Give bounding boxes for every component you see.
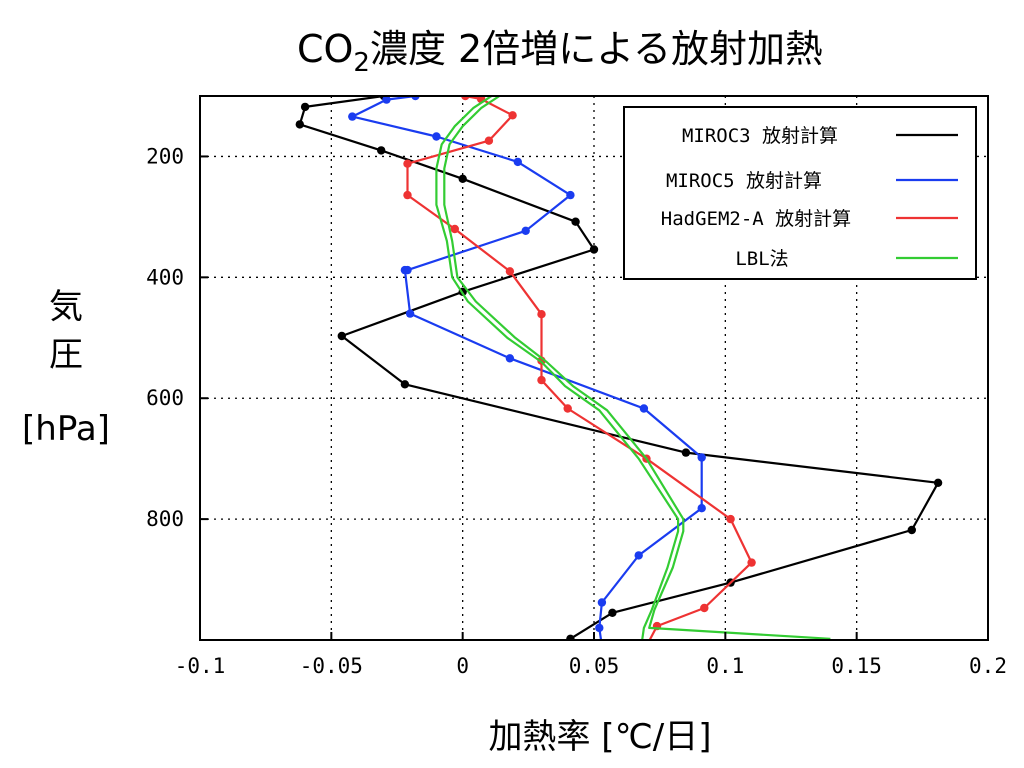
series-0-point-5 [681, 448, 691, 457]
y-tick-label-0: 200 [146, 144, 184, 168]
series-0-point-7 [337, 331, 346, 341]
series-1-point-2 [597, 598, 607, 607]
series-1 [348, 96, 706, 650]
series-2-point-4 [726, 514, 735, 524]
series-1-point-3 [634, 551, 643, 560]
series-0-point-12 [377, 146, 386, 155]
title-part-rest: 濃度 2倍増による放射加熱 [370, 27, 823, 71]
series-0-point-3 [907, 525, 916, 535]
series-2-point-7 [537, 375, 546, 385]
x-tick-label-0: -0.1 [175, 654, 226, 678]
series-2-point-17 [461, 96, 470, 101]
title-subscript: 2 [353, 48, 370, 78]
series-1-point-11 [521, 226, 530, 235]
legend-label-2: HadGEM2-A 放射計算 [661, 208, 851, 230]
x-tick-label-2: 0 [456, 654, 469, 678]
series-2-point-10 [505, 267, 515, 276]
series-1-point-15 [348, 112, 357, 121]
series-0-point-1 [608, 608, 617, 617]
series-1-point-8 [405, 309, 415, 318]
series-0-point-4 [933, 478, 943, 487]
series-2-point-9 [537, 310, 546, 319]
series-line-0 [298, 96, 940, 640]
series-2-point-14 [484, 136, 494, 145]
y-axis-title-line-2: [hPa] [22, 409, 110, 449]
y-axis-title: 気圧 [hPa] [22, 287, 110, 449]
series-1-point-14 [432, 132, 441, 141]
legend-label-1: MIROC5 放射計算 [666, 170, 822, 192]
series-0-point-6 [400, 380, 410, 389]
plot-frame-layer [199, 95, 989, 641]
series-1-point-0 [598, 642, 606, 650]
series-2-point-13 [403, 159, 412, 168]
series-1-point-12 [566, 190, 575, 200]
series-1-point-5 [697, 453, 706, 462]
series-0-point-14 [300, 102, 310, 112]
x-tick-label-4: 0.1 [706, 654, 744, 678]
series-0-point-11 [458, 174, 467, 183]
series-1-point-16 [382, 96, 391, 104]
series-2-point-2 [700, 603, 709, 613]
x-tick-label-5: 0.15 [831, 654, 882, 678]
series-1-point-6 [639, 404, 649, 413]
x-tick-label-1: -0.05 [300, 654, 363, 678]
series-1-point-13 [513, 157, 522, 167]
series-1-point-17 [411, 96, 420, 101]
series-2-point-15 [508, 111, 517, 120]
y-tick-label-2: 600 [146, 386, 184, 410]
series-0-point-9 [589, 245, 599, 254]
title-part-co: CO [297, 27, 353, 71]
legend: MIROC3 放射計算 MIROC5 放射計算 HadGEM2-A 放射計算 LBL法 [623, 106, 977, 280]
x-tick-label-6: 0.2 [969, 654, 1007, 678]
x-axis-title: 加熱率 [℃/日] [489, 717, 712, 757]
series-1-point-1 [595, 623, 604, 633]
series-line-1 [351, 96, 703, 640]
legend-label-0: MIROC3 放射計算 [682, 125, 838, 147]
chart-title: CO2濃度 2倍増による放射加熱 [297, 27, 823, 78]
legend-items: MIROC3 放射計算 MIROC5 放射計算 HadGEM2-A 放射計算 LBL法 [661, 125, 958, 270]
series-line-4 [435, 96, 680, 640]
y-axis-title-line-1: 圧 [49, 335, 83, 375]
series-layer [295, 96, 943, 650]
series-2-point-6 [563, 404, 572, 413]
x-tick-label-3: 0.05 [569, 654, 620, 678]
series-1-point-10 [403, 265, 412, 275]
series-0-point-13 [295, 120, 304, 129]
y-tick-label-1: 400 [146, 265, 184, 289]
grid-lines [200, 96, 988, 640]
y-axis-title-line-0: 気 [49, 287, 83, 327]
legend-label-3: LBL法 [735, 248, 788, 270]
series-2-point-11 [450, 224, 459, 234]
series-4 [435, 96, 680, 640]
series-0-point-10 [571, 217, 580, 226]
y-tick-label-3: 800 [146, 507, 184, 531]
series-3 [443, 96, 831, 640]
tick-labels: -0.1 -0.05 0 0.05 0.1 0.15 0.2 200 400 600 800 [146, 144, 1007, 678]
series-2 [403, 96, 756, 650]
series-2-point-3 [747, 558, 756, 567]
series-1-point-7 [505, 354, 515, 363]
series-1-point-4 [697, 504, 706, 513]
series-line-3 [443, 96, 831, 640]
series-0 [295, 96, 943, 640]
series-0-point-0 [566, 634, 575, 640]
series-2-point-12 [403, 190, 412, 200]
series-2-point-0 [642, 642, 650, 650]
series-line-2 [406, 96, 753, 640]
